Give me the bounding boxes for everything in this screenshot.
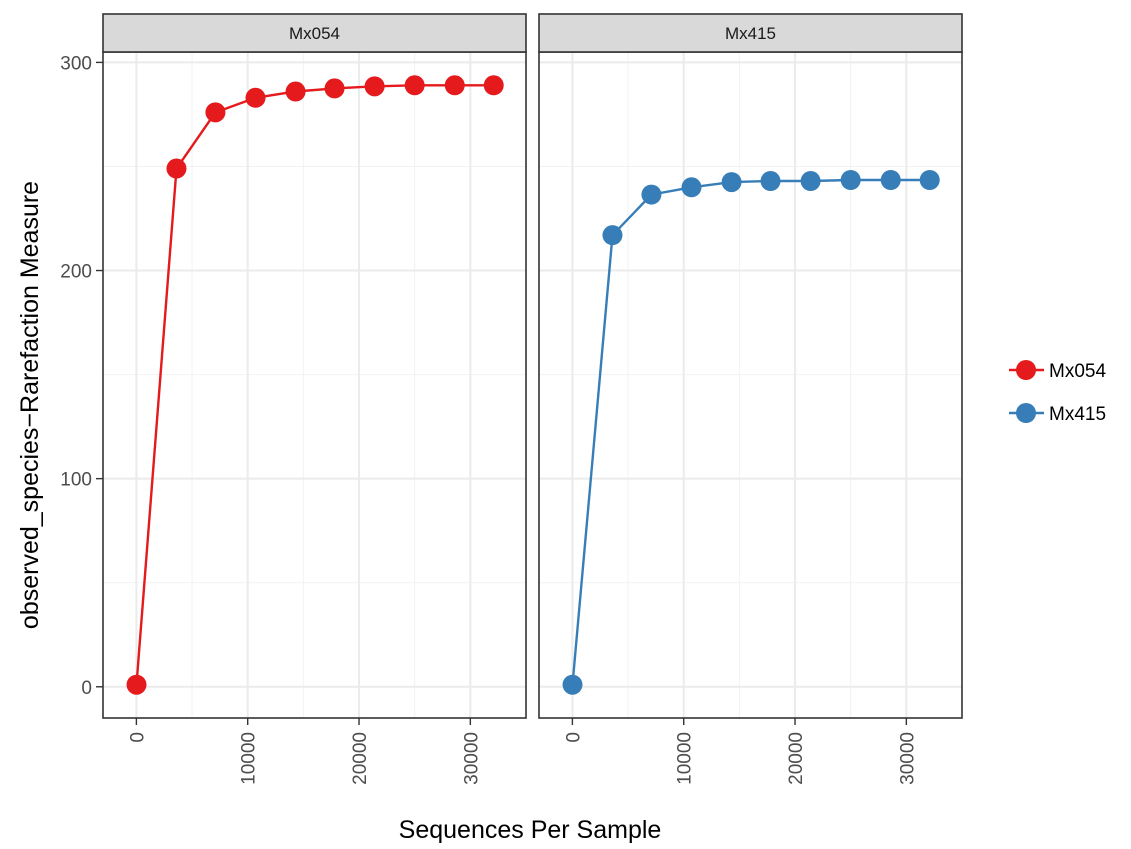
x-tick-label: 0 <box>127 732 148 743</box>
x-tick-label: 0 <box>563 732 584 743</box>
data-point <box>722 172 742 192</box>
panel-background <box>103 52 526 718</box>
x-tick-label: 20000 <box>350 732 371 785</box>
data-point <box>127 675 147 695</box>
x-tick-label: 30000 <box>897 732 918 785</box>
y-tick-label: 0 <box>81 678 92 699</box>
x-tick-label: 30000 <box>461 732 482 785</box>
data-point <box>246 88 266 108</box>
y-tick-label: 100 <box>60 470 92 491</box>
x-axis-title: Sequences Per Sample <box>399 816 662 844</box>
data-point <box>563 675 583 695</box>
data-point <box>166 159 186 179</box>
y-axis-title: observed_species−Rarefaction Measure <box>16 181 44 629</box>
data-point <box>920 170 940 190</box>
data-point <box>841 170 861 190</box>
x-tick-label: 10000 <box>675 732 696 785</box>
data-point <box>602 225 622 245</box>
data-point <box>682 177 702 197</box>
y-tick-label: 300 <box>60 53 92 74</box>
data-point <box>405 75 425 95</box>
data-point <box>325 78 345 98</box>
facet-strip-label: Mx415 <box>725 24 776 43</box>
legend-label: Mx054 <box>1049 361 1106 382</box>
panel-background <box>539 52 962 718</box>
data-point <box>801 171 821 191</box>
facet-strip-label: Mx054 <box>289 24 340 43</box>
facet-panel-mx054: Mx054 0 10000 20000 30000 <box>103 14 526 785</box>
data-point <box>286 82 306 102</box>
x-tick-label: 20000 <box>786 732 807 785</box>
data-point <box>365 76 385 96</box>
data-point <box>484 75 504 95</box>
data-point <box>205 102 225 122</box>
data-point <box>761 171 781 191</box>
data-point <box>445 75 465 95</box>
legend: Mx054 Mx415 <box>1009 360 1106 425</box>
legend-key-point <box>1016 360 1036 380</box>
data-point <box>641 185 661 205</box>
legend-key-point <box>1016 403 1036 423</box>
data-point <box>881 170 901 190</box>
y-tick-label: 200 <box>60 262 92 283</box>
facet-panel-mx415: Mx415 0 10000 20000 30000 <box>539 14 962 785</box>
x-tick-label: 10000 <box>239 732 260 785</box>
legend-label: Mx415 <box>1049 404 1106 425</box>
